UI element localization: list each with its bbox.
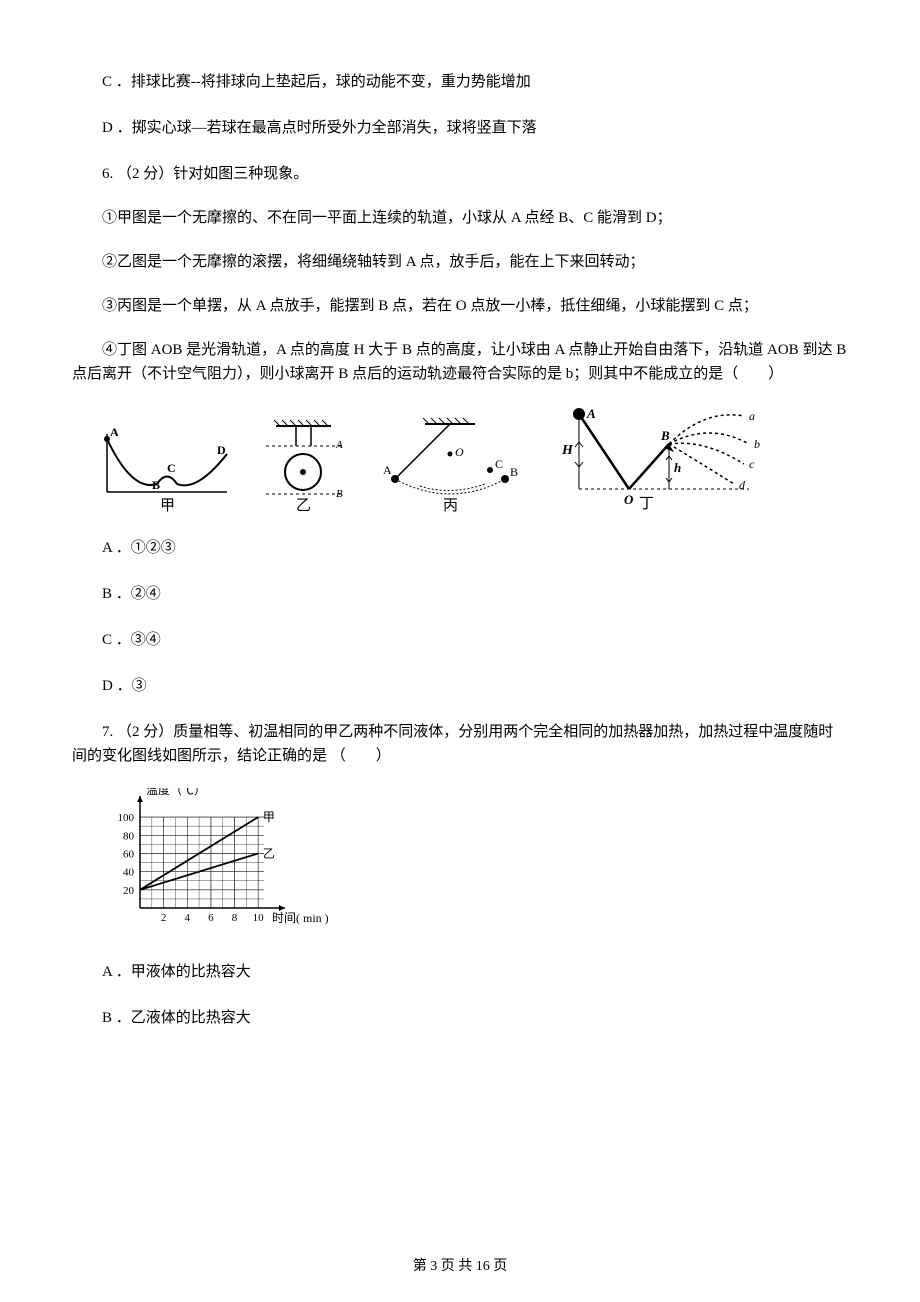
svg-text:乙: 乙: [263, 846, 275, 860]
svg-text:2: 2: [161, 912, 167, 924]
svg-text:100: 100: [118, 812, 135, 824]
figure-yi: A B 乙: [256, 414, 351, 514]
q6-opt-c: C ．③④: [102, 628, 848, 652]
label-C-bing: C: [495, 457, 503, 471]
q6-opt-d: D ．③: [102, 674, 848, 698]
label-d-ding: d: [739, 478, 746, 492]
page-footer: 第 3 页 共 16 页: [0, 1256, 920, 1278]
label-A-bing: A: [383, 463, 392, 477]
svg-text:6: 6: [208, 912, 214, 924]
figure-ding: A O B H h a b c d 丁: [549, 404, 779, 514]
label-B-ding: B: [660, 428, 670, 443]
svg-text:10: 10: [253, 912, 265, 924]
q7-opt-a: A ．甲液体的比热容大: [102, 960, 848, 984]
label-O-ding: O: [624, 492, 634, 507]
label-O-bing: O: [455, 445, 464, 459]
option-d: D ．掷实心球—若球在最高点时所受外力全部消失，球将竖直下落: [102, 116, 848, 140]
svg-text:时间( min ): 时间( min ): [272, 911, 329, 925]
figure-jia: A B C D 甲: [102, 414, 232, 514]
q7-chart: 2 4 6 8 10 20 40 60 80 100 甲乙 温度（℃） 时间( min ): [102, 788, 848, 938]
q6-p2: ②乙图是一个无摩擦的滚摆，将细绳绕轴转到 A 点，放手后，能在上下来回转动；: [72, 250, 848, 274]
option-c: C ．排球比赛--将排球向上垫起后，球的动能不变，重力势能增加: [102, 70, 848, 94]
svg-text:40: 40: [123, 867, 135, 879]
q7-stem: 7. （2 分）质量相等、初温相同的甲乙两种不同液体，分别用两个完全相同的加热器…: [72, 720, 848, 768]
svg-text:4: 4: [185, 912, 191, 924]
svg-text:80: 80: [123, 830, 135, 842]
label-A-yi: A: [335, 439, 343, 451]
q6-opt-b: B ．②④: [102, 582, 848, 606]
svg-text:甲: 甲: [263, 810, 275, 824]
label-B-yi: B: [336, 488, 343, 500]
label-b-ding: b: [754, 437, 760, 451]
label-C: C: [167, 461, 176, 475]
figure-bing: O A B C 丙: [375, 414, 525, 514]
caption-yi: 乙: [296, 498, 311, 514]
caption-ding: 丁: [639, 496, 654, 512]
label-D: D: [217, 443, 226, 457]
q6-figures: A B C D 甲 A B 乙 O: [102, 404, 848, 514]
q6-p4: ④丁图 AOB 是光滑轨道，A 点的高度 H 大于 B 点的高度，让小球由 A …: [72, 338, 848, 386]
q6-opt-a: A ．①②③: [102, 536, 848, 560]
q6-stem: 6. （2 分）针对如图三种现象。: [72, 162, 848, 186]
caption-jia: 甲: [160, 498, 175, 514]
label-B: B: [152, 478, 160, 492]
svg-text:20: 20: [123, 885, 135, 897]
label-c-ding: c: [749, 457, 755, 471]
label-A-ding: A: [586, 406, 596, 421]
caption-bing: 丙: [443, 498, 458, 514]
svg-text:8: 8: [232, 912, 238, 924]
label-H-ding: H: [561, 443, 574, 458]
label-B-bing: B: [510, 465, 518, 479]
label-A: A: [110, 425, 119, 439]
svg-text:温度（℃）: 温度（℃）: [146, 788, 206, 797]
q6-p1: ①甲图是一个无摩擦的、不在同一平面上连续的轨道，小球从 A 点经 B、C 能滑到…: [72, 206, 848, 230]
q6-p3: ③丙图是一个单摆，从 A 点放手，能摆到 B 点，若在 O 点放一小棒，抵住细绳…: [72, 294, 848, 318]
q7-opt-b: B ．乙液体的比热容大: [102, 1006, 848, 1030]
label-h-ding: h: [674, 460, 681, 475]
svg-text:60: 60: [123, 848, 135, 860]
label-a-ding: a: [749, 409, 755, 423]
